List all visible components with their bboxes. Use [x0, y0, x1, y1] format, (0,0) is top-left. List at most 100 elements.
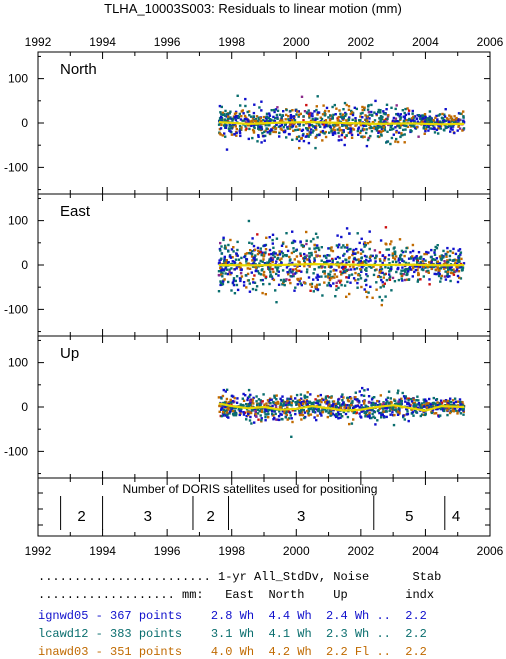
data-point [400, 249, 404, 253]
data-point [370, 130, 374, 133]
data-point [350, 133, 354, 137]
data-point [308, 116, 311, 119]
data-point [381, 403, 384, 407]
data-point [417, 273, 420, 276]
data-point [367, 120, 371, 124]
data-point [298, 264, 301, 267]
data-point [309, 393, 312, 396]
data-point [262, 270, 266, 274]
data-point [388, 273, 391, 276]
data-point [231, 260, 234, 263]
data-point [313, 243, 316, 247]
data-point [435, 247, 439, 250]
data-point [323, 254, 327, 258]
data-point [342, 410, 345, 414]
data-point [335, 124, 339, 127]
data-point [224, 118, 227, 121]
data-point [385, 402, 388, 405]
data-point [336, 255, 340, 259]
data-point [365, 405, 369, 408]
data-point [424, 116, 427, 119]
data-point [261, 400, 264, 403]
data-point [358, 241, 361, 245]
data-point [363, 245, 366, 248]
data-point [290, 251, 294, 255]
data-point [227, 243, 230, 247]
data-point [404, 261, 408, 265]
data-point [255, 415, 258, 418]
data-point [355, 258, 358, 262]
data-point [356, 251, 360, 254]
data-point [351, 113, 355, 117]
data-point [380, 411, 383, 415]
data-point [335, 275, 339, 278]
data-point [355, 107, 358, 111]
data-point [242, 281, 246, 284]
data-point [457, 259, 460, 263]
data-point [228, 255, 232, 258]
data-point [382, 415, 386, 418]
data-point [285, 108, 288, 112]
data-point [224, 405, 227, 408]
data-point [258, 262, 261, 265]
data-point [456, 400, 459, 403]
data-point [379, 116, 382, 120]
data-point [297, 403, 301, 406]
data-point [262, 119, 265, 122]
data-point [225, 411, 229, 414]
data-point [230, 126, 233, 130]
data-point [286, 126, 289, 129]
data-point [349, 127, 352, 130]
data-point [398, 407, 401, 410]
data-point [437, 270, 440, 273]
data-point [368, 414, 371, 417]
data-point [267, 266, 271, 269]
data-point [343, 143, 346, 147]
data-point [314, 146, 317, 150]
data-point [387, 123, 390, 127]
data-point [360, 237, 363, 240]
data-point [430, 267, 433, 271]
data-point [264, 251, 267, 254]
data-point [221, 272, 224, 275]
data-point [406, 107, 409, 110]
data-point [438, 113, 442, 116]
data-point [428, 406, 431, 409]
data-point [319, 412, 322, 415]
data-point [264, 124, 267, 127]
data-point [347, 276, 350, 279]
data-point [275, 418, 278, 421]
data-point [387, 253, 391, 257]
data-point [427, 129, 430, 132]
data-point [329, 117, 332, 120]
data-point [401, 391, 404, 395]
data-point [273, 125, 277, 128]
data-point [331, 412, 335, 416]
data-point [230, 267, 233, 270]
data-point [243, 119, 246, 122]
data-point [281, 118, 284, 122]
data-point [292, 129, 295, 132]
data-point [229, 401, 232, 404]
data-point [231, 123, 235, 127]
data-point [396, 140, 400, 144]
data-point [337, 139, 340, 142]
data-point [316, 236, 319, 239]
data-point [230, 117, 233, 121]
data-point [240, 126, 243, 129]
data-point [350, 403, 353, 407]
data-point [260, 141, 263, 144]
data-point [444, 399, 448, 402]
data-point [407, 270, 410, 273]
data-point [424, 129, 427, 133]
data-point [284, 123, 287, 127]
data-point [317, 246, 320, 250]
data-point [321, 410, 324, 414]
data-point [455, 259, 458, 262]
data-point [459, 112, 462, 115]
data-point [409, 251, 412, 254]
data-point [224, 390, 227, 393]
data-point [281, 283, 284, 286]
panel-label: Up [60, 345, 79, 362]
data-point [293, 289, 296, 292]
